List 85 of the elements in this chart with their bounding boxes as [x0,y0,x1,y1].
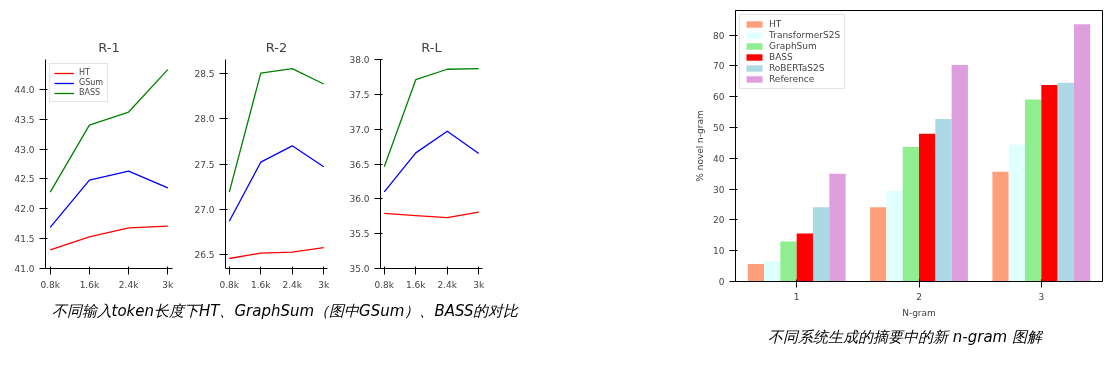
bar [919,133,936,282]
bar [870,207,887,282]
x-tick-label: 3k [162,279,175,290]
legend-label: RoBERTaS2S [769,63,825,73]
y-tick-label: 27.0 [194,204,215,215]
bar [992,171,1009,282]
legend-label: Reference [769,74,815,84]
bar [780,241,797,282]
legend-label: BASS [769,52,793,62]
y-tick-label: 41.0 [14,264,35,274]
x-tick-label: 2.4k [118,279,140,290]
y-tick-label: 30 [713,184,725,195]
line-series [383,130,480,193]
line-series [49,225,169,251]
line-series [383,67,480,168]
y-tick-label: 28.0 [194,114,215,125]
line-series [228,246,325,260]
y-tick-label: 27.5 [194,159,215,170]
x-tick-label: 3 [1038,291,1045,302]
y-tick-label: 44.0 [14,84,35,95]
y-tick-label: 70 [713,61,725,72]
y-tick-label: 60 [713,92,725,103]
y-tick-label: 37.0 [349,124,370,135]
legend-label: HT [769,19,783,29]
y-tick-label: 20 [713,215,725,226]
y-tick-label: 43.0 [14,144,35,155]
x-tick-label: 0.8k [219,279,240,290]
chart-title: R-L [421,39,443,55]
y-tick-label: 37.5 [349,89,370,100]
line-series [228,145,325,222]
chart-title: R-2 [265,39,288,55]
x-tick-label: 1.6k [406,279,427,290]
line-series [49,170,169,228]
bar [1025,99,1042,282]
bar [796,233,813,282]
y-tick-label: 35.5 [349,229,370,240]
x-axis-title: N-gram [902,307,936,318]
bar [886,190,903,282]
text: 不同输入token长度下HT、GraphSum（图中GSum）、BASS的对比 [51,301,519,322]
legend-label: BASS [79,88,101,97]
chart-title: R-1 [98,39,120,55]
y-tick-label: 80 [713,30,725,41]
y-tick-label: 40 [713,153,725,164]
bar [1008,144,1026,282]
text: 不同系统生成的摘要中的新 n-gram 图解 [768,327,1042,348]
y-tick-label: 42.5 [14,174,35,185]
y-tick-label: 35.0 [349,264,370,274]
x-tick-label: 0.8k [374,279,395,290]
y-tick-label: 41.5 [14,234,35,245]
x-tick-label: 1.6k [79,279,100,290]
bar [1041,85,1058,282]
y-tick-label: 10 [713,246,725,257]
legend-label: GraphSum [769,41,817,51]
bar [747,263,765,282]
bar [829,173,846,282]
bar [812,207,830,282]
bar [935,118,952,282]
bar [1073,24,1091,282]
y-tick-label: 38.0 [349,55,370,65]
legend-label: HT [79,68,91,77]
y-tick-label: 43.5 [14,114,35,125]
bar [764,261,781,282]
bar [951,65,968,282]
y-tick-label: 28.5 [194,68,215,79]
y-tick-label: 0 [718,277,725,287]
x-tick-label: 3k [473,279,485,290]
x-tick-label: 0.8k [40,279,61,290]
line-series [49,69,169,193]
x-tick-label: 2.4k [282,279,303,290]
x-tick-label: 1.6k [251,279,272,290]
y-tick-label: 36.0 [349,194,370,205]
x-tick-label: 3k [318,279,330,290]
bar [902,146,919,282]
y-tick-label: 36.5 [349,159,370,170]
x-tick-label: 2 [916,291,922,302]
y-tick-label: 42.0 [14,204,35,215]
legend-label: GSum [79,78,104,87]
x-tick-label: 1 [793,291,800,302]
line-series [228,67,325,193]
y-axis-title: % novel n-gram [695,110,706,182]
legend-label: TransformerS2S [769,30,841,40]
y-tick-label: 50 [713,123,725,134]
bar [1057,82,1074,282]
y-tick-label: 26.5 [194,250,215,261]
x-tick-label: 2.4k [437,279,458,290]
